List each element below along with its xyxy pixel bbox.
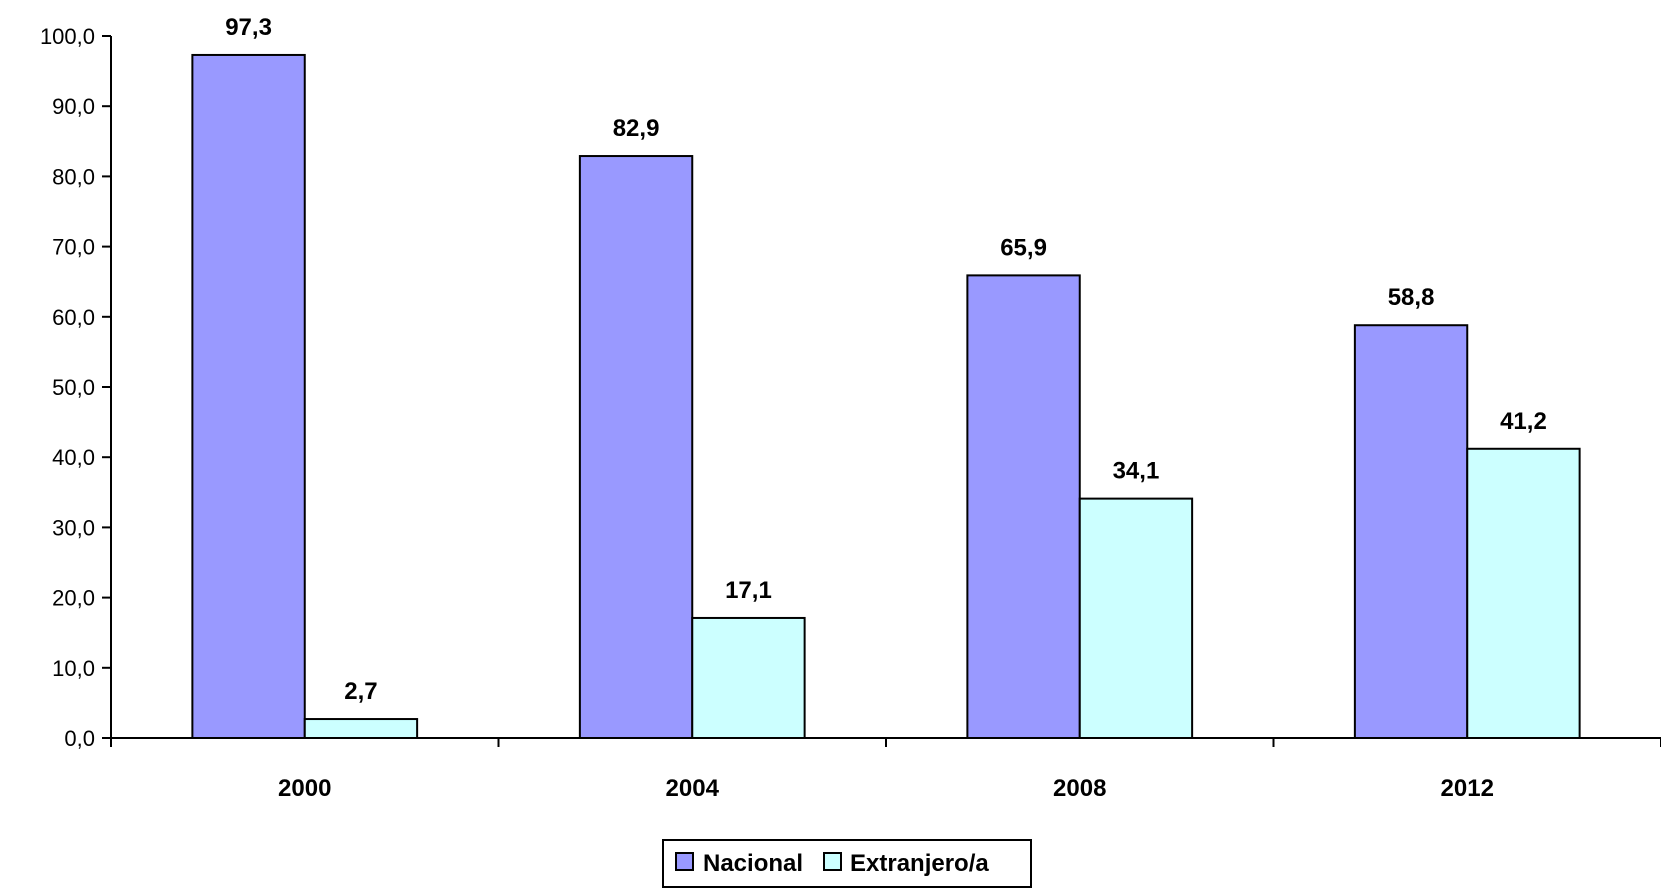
- y-tick-label: 20,0: [52, 586, 95, 611]
- data-label: 97,3: [225, 14, 272, 41]
- x-axis: 2000 2004 2008 2012: [110, 737, 1661, 802]
- y-tick-label: 50,0: [52, 375, 95, 400]
- bar: [303, 718, 419, 740]
- data-label: 65,9: [1000, 234, 1047, 261]
- y-tick-label: 0,0: [64, 726, 95, 751]
- y-tick-label: 100,0: [40, 24, 95, 49]
- bar: [966, 274, 1081, 739]
- bar: [691, 616, 806, 740]
- y-tick-label: 30,0: [52, 515, 95, 540]
- legend: Nacional Extranjero/a: [662, 839, 1032, 888]
- bar: [1466, 447, 1581, 739]
- data-label: 58,8: [1388, 284, 1435, 311]
- x-tick-label: 2000: [278, 775, 331, 802]
- y-tick-label: 40,0: [52, 445, 95, 470]
- x-tick-label: 2008: [1053, 775, 1106, 802]
- data-label: 2,7: [344, 678, 377, 705]
- bar: [191, 53, 306, 740]
- bar: [1078, 497, 1194, 740]
- x-tick-label: 2012: [1441, 775, 1494, 802]
- y-tick-label: 80,0: [52, 164, 95, 189]
- data-label: 41,2: [1500, 408, 1547, 435]
- data-label: 17,1: [725, 577, 772, 604]
- x-tick-label: 2004: [666, 775, 720, 802]
- legend-frame: [662, 839, 1032, 888]
- bar: [1353, 324, 1469, 739]
- legend-swatch-extranjero: [823, 852, 842, 871]
- data-label: 34,1: [1113, 458, 1160, 485]
- y-axis: 0,0 10,0 20,0 30,0 40,0 50,0 60,0 70,0 80,0 90,0 1…: [40, 24, 112, 751]
- bars: [191, 53, 1581, 740]
- bar: [578, 155, 694, 740]
- y-tick-label: 70,0: [52, 235, 95, 260]
- data-labels: 97,3 2,7 82,9 17,1 65,9 34,1 58,8 41,2: [225, 14, 1547, 705]
- data-label: 82,9: [613, 115, 660, 142]
- y-tick-label: 10,0: [52, 656, 95, 681]
- y-tick-label: 90,0: [52, 94, 95, 119]
- legend-label-nacional: Nacional: [703, 850, 803, 877]
- legend-swatch-nacional: [675, 852, 694, 871]
- y-tick-label: 60,0: [52, 305, 95, 330]
- legend-label-extranjero: Extranjero/a: [850, 850, 989, 877]
